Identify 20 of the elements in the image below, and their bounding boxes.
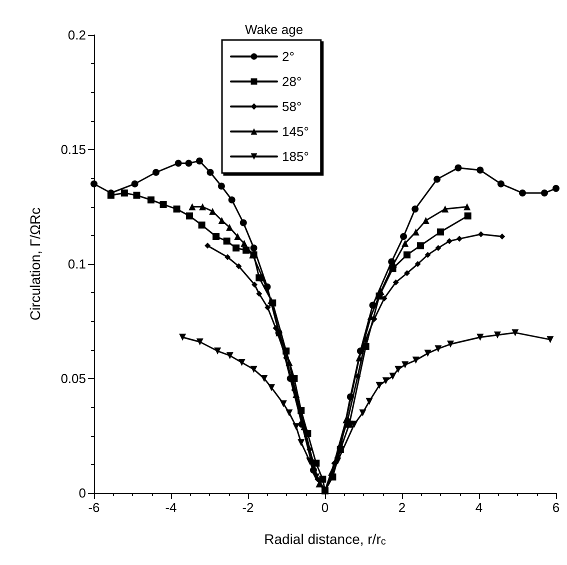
- legend-label: 2°: [282, 49, 294, 64]
- y-tick-label: 0: [78, 486, 86, 500]
- legend-label: 58°: [282, 99, 302, 114]
- y-tick-label: 0.1: [68, 256, 86, 272]
- x-tick-label: -2: [242, 500, 254, 515]
- x-tick-label: 0: [321, 500, 329, 515]
- legend-label: 185°: [282, 149, 309, 164]
- x-tick-label: 4: [475, 500, 483, 515]
- x-axis-title: Radial distance, r/rc: [264, 531, 386, 548]
- legend-label: 145°: [282, 124, 309, 139]
- y-tick-label: 0.05: [60, 371, 86, 386]
- x-tick-label: 2: [398, 500, 406, 515]
- y-tick-label: 0.2: [68, 28, 86, 42]
- x-tick-label: -6: [88, 500, 100, 515]
- x-tick-label: -4: [165, 500, 177, 515]
- y-axis-title: Circulation, Γ/ΩRc: [27, 207, 43, 321]
- legend-label: 28°: [282, 74, 302, 89]
- x-tick-label: 6: [552, 500, 560, 515]
- legend-title: Wake age: [245, 22, 304, 37]
- y-tick-label: 0.15: [60, 142, 86, 157]
